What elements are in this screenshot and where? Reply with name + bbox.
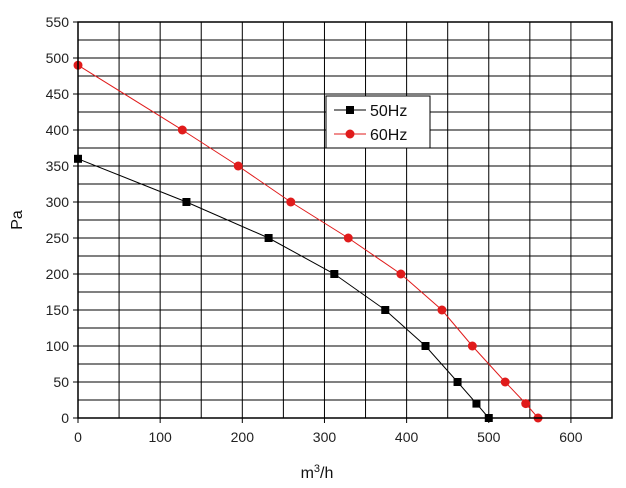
data-point: [343, 233, 353, 243]
x-tick-label: 400: [395, 429, 419, 445]
y-tick-label: 200: [46, 266, 70, 282]
series-line: [77, 64, 539, 419]
data-point: [233, 161, 243, 171]
y-tick-label: 150: [46, 302, 70, 318]
data-point: [500, 377, 510, 387]
x-axis-title-suffix: /h: [320, 465, 333, 482]
x-axis: 0 100 200 300 400 500 600: [74, 418, 583, 445]
series-60hz: [73, 60, 543, 423]
data-point: [472, 399, 481, 408]
x-axis-title: m3/h: [301, 463, 334, 482]
y-tick-label: 50: [53, 374, 69, 390]
y-tick-label: 350: [46, 158, 70, 174]
x-tick-label: 300: [313, 429, 337, 445]
data-point: [453, 378, 462, 386]
legend-marker: [345, 129, 355, 139]
x-tick-label: 200: [231, 429, 255, 445]
x-tick-label: 0: [74, 429, 82, 445]
y-axis: 0 50 100 150 200 250 300 350 400 450 500 550: [46, 14, 78, 426]
y-tick-label: 450: [46, 86, 70, 102]
data-point: [437, 305, 447, 315]
y-tick-label: 400: [46, 122, 70, 138]
plot-frame: [77, 21, 613, 419]
data-point: [421, 342, 430, 350]
data-point: [396, 269, 406, 279]
legend-marker: [346, 106, 354, 114]
y-tick-label: 550: [46, 14, 70, 30]
legend-box: [325, 95, 431, 149]
legend-label: 50Hz: [370, 103, 407, 120]
series-layer: [73, 60, 543, 423]
y-tick-label: 500: [46, 50, 70, 66]
x-tick-label: 100: [148, 429, 172, 445]
y-tick-label: 300: [46, 194, 70, 210]
data-point: [467, 341, 477, 351]
x-tick-label: 600: [559, 429, 583, 445]
data-point: [381, 306, 390, 314]
x-axis-title-base: m: [301, 465, 314, 482]
legend-label: 60Hz: [370, 127, 407, 144]
y-tick-label: 100: [46, 338, 70, 354]
legend: 50Hz 60Hz: [325, 95, 431, 149]
data-point: [182, 198, 191, 206]
legend-item: 50Hz: [334, 103, 407, 120]
data-point: [177, 125, 187, 135]
y-tick-label: 250: [46, 230, 70, 246]
data-point: [286, 197, 296, 207]
data-point: [264, 234, 273, 242]
y-tick-label: 0: [61, 410, 69, 426]
grid: [78, 22, 612, 418]
legend-item: 60Hz: [334, 127, 407, 144]
x-axis-title-superscript: 3: [314, 463, 320, 475]
x-tick-label: 500: [477, 429, 501, 445]
data-point: [330, 270, 339, 278]
data-point: [521, 399, 531, 409]
y-axis-title: Pa: [9, 210, 26, 230]
